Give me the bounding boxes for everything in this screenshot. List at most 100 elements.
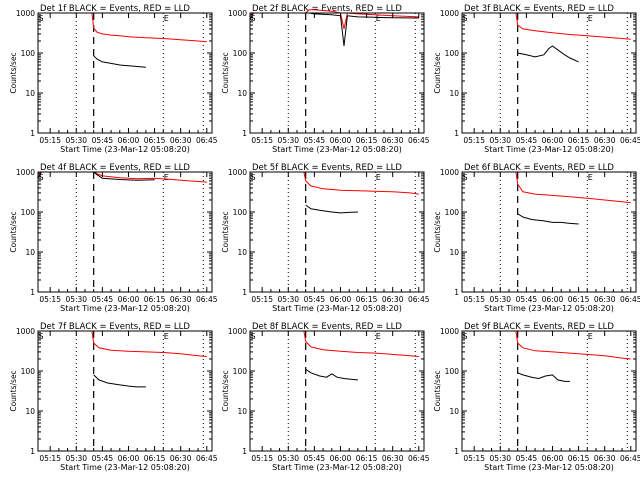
panel-title: Det 3f BLACK = Events, RED = LLD: [464, 4, 614, 14]
end-marker: E: [164, 332, 169, 341]
y-axis-label: Counts/sec: [221, 370, 230, 411]
x-tick-label: 05:30: [277, 454, 299, 463]
y-tick-label: 100: [233, 367, 248, 376]
x-tick-label: 05:15: [251, 136, 273, 145]
x-tick-label: 06:30: [170, 454, 192, 463]
y-tick-label: 1000: [228, 327, 247, 336]
y-axis-label: Counts/sec: [221, 211, 230, 252]
x-tick-label: 05:45: [516, 454, 538, 463]
x-tick-label: 05:45: [516, 136, 538, 145]
panel-title: Det 8f BLACK = Events, RED = LLD: [252, 322, 402, 332]
plot-frame: [37, 12, 213, 134]
plot-frame: [249, 330, 425, 452]
x-axis-label: Start Time (23-Mar-12 05:08:20): [60, 304, 190, 313]
x-tick-label: 06:15: [568, 295, 590, 304]
y-tick-label: 1000: [16, 168, 35, 177]
panel-title: Det 2f BLACK = Events, RED = LLD: [252, 4, 402, 14]
y-tick-label: 10: [449, 89, 459, 98]
plot-frame: [37, 330, 213, 452]
y-tick-label: 1: [30, 447, 35, 456]
x-tick-label: 05:30: [489, 295, 511, 304]
x-tick-label: 06:15: [144, 136, 166, 145]
x-tick-label: 06:30: [382, 295, 404, 304]
y-axis-label: Counts/sec: [221, 52, 230, 93]
series-line-events: [249, 12, 419, 47]
y-tick-label: 1: [30, 129, 35, 138]
y-tick-label: 10: [237, 248, 247, 257]
y-tick-label: 10: [449, 248, 459, 257]
x-tick-label: 05:45: [92, 136, 114, 145]
x-tick-label: 06:00: [330, 454, 352, 463]
y-tick-label: 100: [233, 49, 248, 58]
y-tick-label: 1000: [440, 9, 459, 18]
x-tick-label: 06:00: [542, 454, 564, 463]
x-tick-label: 05:30: [489, 136, 511, 145]
x-tick-label: 06:15: [144, 454, 166, 463]
y-tick-label: 1000: [440, 168, 459, 177]
x-tick-label: 06:00: [118, 295, 140, 304]
panel-title: Det 4f BLACK = Events, RED = LLD: [40, 163, 190, 173]
x-tick-label: 06:45: [620, 295, 640, 304]
x-tick-label: 06:15: [568, 136, 590, 145]
x-tick-label: 05:15: [251, 295, 273, 304]
series-line-lld: [37, 171, 207, 183]
end-marker: E: [376, 332, 381, 341]
y-tick-label: 1: [242, 288, 247, 297]
start-marker: S: [462, 173, 467, 182]
x-tick-label: 06:45: [620, 136, 640, 145]
x-tick-label: 06:45: [408, 295, 430, 304]
y-tick-label: 10: [449, 407, 459, 416]
x-tick-label: 06:45: [620, 454, 640, 463]
start-marker: S: [250, 14, 255, 23]
series-line-lld: [91, 330, 207, 357]
x-axis-label: Start Time (23-Mar-12 05:08:20): [272, 304, 402, 313]
x-tick-label: 06:30: [382, 136, 404, 145]
series-line-lld: [91, 12, 207, 43]
start-marker: S: [462, 332, 467, 341]
panel-title: Det 1f BLACK = Events, RED = LLD: [40, 4, 190, 14]
x-tick-label: 06:15: [144, 295, 166, 304]
y-tick-label: 1: [454, 288, 459, 297]
x-tick-label: 06:15: [356, 295, 378, 304]
y-tick-label: 1000: [228, 9, 247, 18]
x-tick-label: 06:00: [330, 136, 352, 145]
y-axis-label: Counts/sec: [9, 52, 18, 93]
start-marker: S: [38, 173, 43, 182]
x-tick-label: 06:15: [568, 454, 590, 463]
start-marker: S: [38, 332, 43, 341]
x-tick-label: 05:15: [39, 136, 61, 145]
end-marker: E: [588, 14, 593, 23]
y-tick-label: 100: [445, 367, 460, 376]
series-line-lld: [515, 171, 631, 204]
y-axis-label: Counts/sec: [433, 211, 442, 252]
end-marker: E: [588, 332, 593, 341]
series-line-lld: [303, 330, 419, 357]
y-tick-label: 100: [233, 208, 248, 217]
plot-frame: [249, 12, 425, 134]
x-tick-label: 05:30: [65, 136, 87, 145]
x-axis-label: Start Time (23-Mar-12 05:08:20): [484, 463, 614, 472]
series-line-lld: [303, 171, 419, 195]
start-marker: S: [250, 332, 255, 341]
x-tick-label: 06:45: [196, 136, 218, 145]
panel-title: Det 5f BLACK = Events, RED = LLD: [252, 163, 402, 173]
y-tick-label: 100: [21, 367, 36, 376]
series-line-events: [305, 368, 358, 381]
y-tick-label: 10: [25, 89, 35, 98]
series-line-events: [93, 55, 146, 68]
x-tick-label: 05:45: [304, 454, 326, 463]
y-tick-label: 1: [454, 447, 459, 456]
y-tick-label: 10: [237, 407, 247, 416]
x-tick-label: 06:30: [594, 454, 616, 463]
x-tick-label: 06:30: [594, 136, 616, 145]
x-tick-label: 05:30: [65, 454, 87, 463]
y-axis-label: Counts/sec: [9, 211, 18, 252]
y-tick-label: 1000: [440, 327, 459, 336]
series-line-lld: [515, 12, 631, 40]
x-tick-label: 05:45: [92, 295, 114, 304]
x-axis-label: Start Time (23-Mar-12 05:08:20): [484, 145, 614, 154]
x-tick-label: 06:00: [118, 454, 140, 463]
